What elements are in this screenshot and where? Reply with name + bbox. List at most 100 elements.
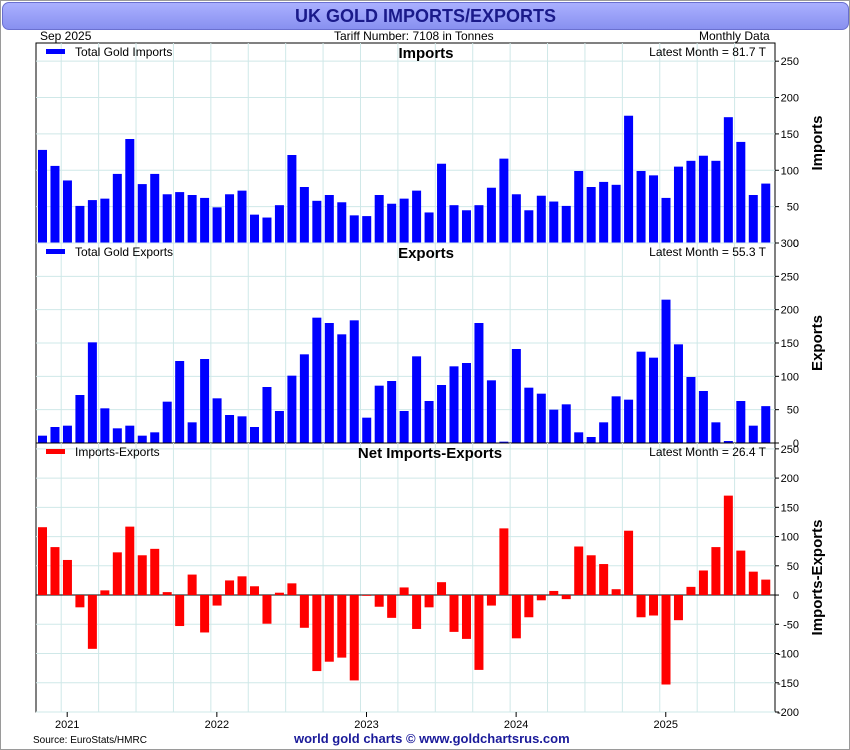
bar (586, 437, 596, 443)
bar (100, 198, 110, 243)
bar (686, 586, 696, 596)
bar (673, 166, 683, 243)
bar (125, 139, 135, 243)
bar (324, 323, 334, 443)
bar (349, 320, 359, 443)
bar (187, 574, 197, 596)
legend-label: Total Gold Imports (75, 45, 172, 59)
y-tick-label: 150 (781, 129, 799, 141)
y-tick-label: 250 (781, 444, 799, 456)
bar (524, 210, 534, 243)
bar (274, 205, 284, 243)
bar (499, 158, 509, 243)
bar (586, 555, 596, 596)
bar (150, 548, 160, 596)
panel-title: Imports (398, 45, 453, 62)
bar (524, 595, 534, 618)
bar (287, 155, 297, 243)
bar (698, 391, 708, 443)
bar (549, 409, 559, 443)
bar (324, 595, 334, 662)
bar (162, 401, 172, 443)
bar (486, 380, 496, 443)
bar (424, 212, 434, 243)
panel-title: Net Imports-Exports (358, 445, 502, 462)
bar (511, 595, 521, 639)
bar (75, 395, 85, 443)
bar (461, 595, 471, 639)
bar (212, 398, 222, 443)
bar (312, 595, 322, 672)
bar (175, 192, 185, 243)
panel-1 (36, 43, 779, 244)
y-tick-label: 50 (787, 202, 799, 214)
bar (237, 576, 247, 596)
bar (761, 406, 771, 443)
bar (262, 217, 272, 243)
bar (449, 205, 459, 243)
x-tick-label: 2022 (205, 719, 229, 731)
bar (736, 141, 746, 243)
bar (599, 181, 609, 243)
bar (112, 173, 122, 243)
bar (187, 195, 197, 243)
legend-swatch (46, 249, 65, 254)
bar (225, 580, 235, 596)
bar (62, 180, 72, 243)
bar (536, 595, 546, 601)
bar (337, 334, 347, 443)
bar (324, 195, 334, 243)
bar (561, 404, 571, 443)
bar (249, 214, 259, 243)
bar (574, 546, 584, 596)
y-tick-label: 0 (793, 238, 799, 250)
credit-label: world gold charts © www.goldchartsrus.co… (294, 731, 570, 746)
bar (624, 115, 634, 243)
bar (649, 595, 659, 616)
bar (137, 184, 147, 243)
y-tick-label: 100 (781, 371, 799, 383)
bar (723, 117, 733, 243)
bar (399, 587, 409, 596)
bar (711, 160, 721, 243)
bar (387, 595, 397, 618)
bar (698, 155, 708, 243)
bar (636, 595, 646, 618)
bar (162, 592, 172, 596)
bar (624, 399, 634, 443)
bar (474, 205, 484, 243)
bar (87, 595, 97, 649)
bar (424, 401, 434, 443)
latest-month-label: Latest Month = 26.4 T (649, 445, 767, 459)
panel-title: Exports (398, 245, 454, 262)
bar (661, 595, 671, 685)
bar (524, 387, 534, 443)
bar (412, 356, 422, 443)
panel-2 (36, 242, 779, 444)
bar (249, 586, 259, 596)
latest-month-label: Latest Month = 55.3 T (649, 245, 767, 259)
bar (137, 555, 147, 596)
bar (374, 385, 384, 443)
bar (262, 387, 272, 443)
y-tick-label: 200 (781, 93, 799, 105)
x-tick-label: 2024 (504, 719, 528, 731)
bar (362, 595, 372, 596)
bar (212, 207, 222, 243)
bar (100, 408, 110, 443)
bar (412, 190, 422, 243)
y-tick-label: 100 (781, 165, 799, 177)
bar (561, 595, 571, 600)
bar (748, 195, 758, 243)
bar (574, 171, 584, 243)
title-banner: UK GOLD IMPORTS/EXPORTS (2, 2, 849, 30)
bar (586, 187, 596, 243)
bar (187, 422, 197, 443)
bar (486, 187, 496, 243)
bar (449, 595, 459, 632)
bar (374, 595, 384, 607)
latest-month-label: Latest Month = 81.7 T (649, 45, 767, 59)
y-axis-label: Imports-Exports (809, 520, 826, 636)
bar (200, 359, 210, 443)
bar (624, 530, 634, 596)
